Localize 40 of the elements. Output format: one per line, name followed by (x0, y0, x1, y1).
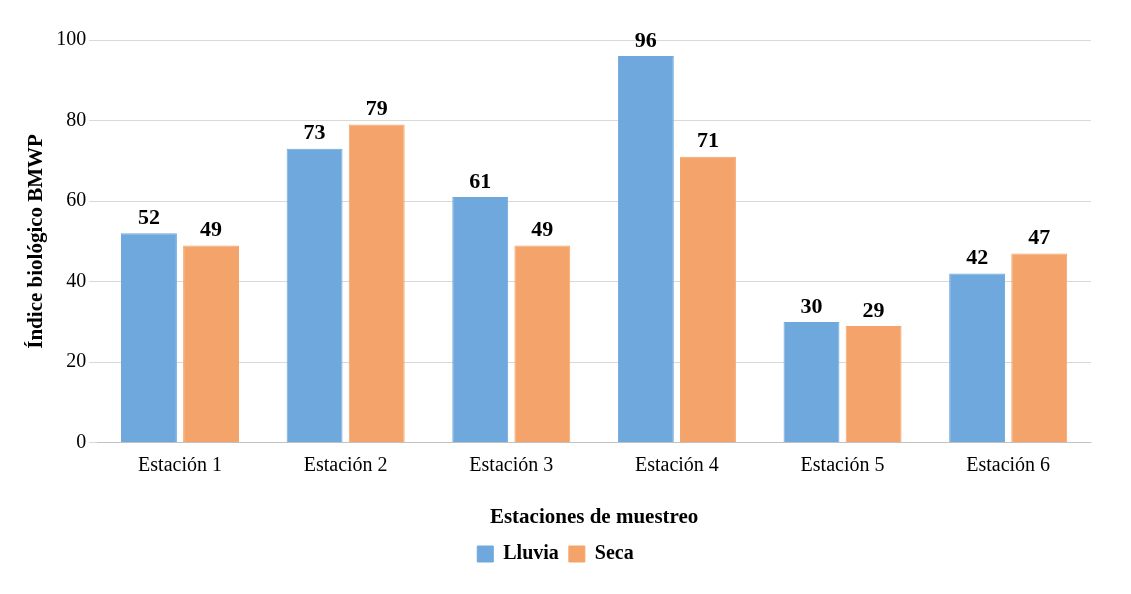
data-label: 52 (137, 204, 160, 230)
x-tick-label: Estación 5 (800, 453, 885, 476)
data-label: 71 (696, 127, 719, 153)
bar (1011, 253, 1068, 443)
data-label: 42 (966, 244, 989, 270)
legend-label: Seca (594, 541, 634, 564)
legend-label: Lluvia (503, 541, 559, 564)
bar (949, 273, 1006, 443)
data-label: 47 (1028, 224, 1051, 250)
y-tick-label: 100 (56, 27, 87, 50)
x-tick-label: Estación 1 (138, 453, 222, 476)
data-label: 79 (365, 95, 388, 121)
x-tick-label: Estación 3 (469, 453, 554, 476)
bar (783, 321, 840, 443)
x-tick-label: Estación 2 (303, 453, 388, 476)
bar (121, 233, 177, 443)
bar (845, 325, 902, 443)
data-label: 73 (303, 119, 326, 145)
y-tick-label: 40 (66, 268, 87, 291)
bar (514, 245, 571, 443)
data-label: 30 (800, 292, 823, 318)
data-label: 61 (469, 167, 492, 193)
x-axis-title: Estaciones de muestreo (489, 503, 699, 528)
bar (617, 56, 674, 443)
bar (680, 156, 736, 443)
y-tick-label: 80 (66, 107, 87, 130)
bar (286, 148, 343, 443)
x-tick-label: Estación 6 (966, 453, 1051, 476)
y-tick-label: 60 (66, 188, 87, 211)
bar (183, 245, 240, 443)
y-tick-label: 0 (76, 430, 87, 453)
data-label: 29 (862, 296, 885, 322)
y-tick-label: 20 (66, 349, 87, 372)
x-tick-label: Estación 4 (634, 453, 719, 476)
data-label: 49 (531, 216, 554, 242)
y-axis-title: Índice biológico BMWP (23, 133, 48, 349)
bar (348, 124, 405, 443)
data-label: 49 (200, 216, 223, 242)
data-label: 96 (634, 26, 657, 52)
bar (452, 197, 509, 443)
